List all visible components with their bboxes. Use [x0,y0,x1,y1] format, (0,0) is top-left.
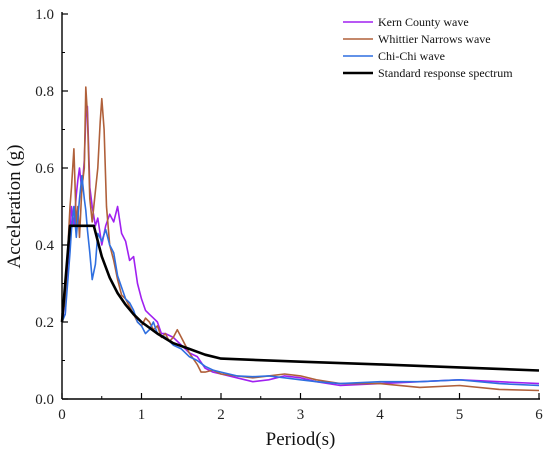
axes-layer: 0 1 2 3 4 5 6 0.0 0.2 0.4 0.6 0.8 1.0 [35,7,543,423]
x-tick-label: 6 [535,407,543,423]
legend-label: Kern County wave [378,15,469,29]
x-axis-title: Period(s) [266,429,336,450]
y-axis-title: Acceleration (g) [4,145,25,269]
series-line-chi-chi-wave [61,174,540,387]
y-tick-label: 0.0 [35,392,54,408]
legend-label: Whittier Narrows wave [378,32,491,46]
legend: Kern County wave Whittier Narrows wave Chi… [343,15,513,80]
legend-label: Standard response spectrum [378,66,513,80]
legend-label: Chi-Chi wave [378,49,445,63]
y-tick-label: 1.0 [35,7,54,23]
y-tick-label: 0.6 [35,161,54,177]
series-layer [60,86,540,392]
x-tick-label: 0 [58,407,66,423]
x-tick-label: 3 [297,407,305,423]
series-line-kern-county-wave [61,105,540,387]
series-line-whittier-narrows-wave [61,86,540,392]
y-tick-label: 0.4 [35,238,54,254]
x-tick-label: 5 [456,407,464,423]
y-tick-label: 0.2 [35,315,54,331]
x-tick-label: 1 [138,407,146,423]
x-tick-label: 2 [217,407,225,423]
y-tick-label: 0.8 [35,84,54,100]
x-tick-label: 4 [376,407,384,423]
series-line-standard-response-spectrum [60,224,540,372]
